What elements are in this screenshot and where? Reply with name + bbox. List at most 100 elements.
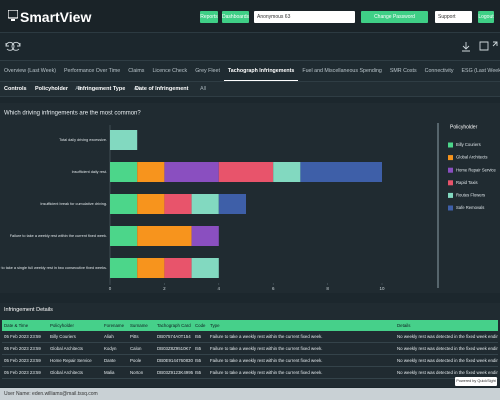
column-header: Details — [395, 320, 498, 331]
bar-segment — [164, 194, 192, 214]
logo: SmartView — [20, 9, 92, 25]
legend-label: Home Repair Service — [456, 167, 496, 172]
table-row: 05 Feb 2023 23:59 Global Architects Kodyn C… — [2, 342, 498, 355]
logo-icon — [8, 10, 18, 21]
dashboards-button[interactable]: Dashboards — [222, 11, 249, 23]
legend-swatch — [448, 167, 453, 173]
bar-segment — [110, 162, 138, 182]
category-label: Total daily driving excessive. — [59, 138, 107, 142]
controls-bar: Controls Policyholder All Infringement Typ… — [0, 82, 500, 97]
expand-icon[interactable] — [492, 41, 498, 47]
category-label: Failure to take a weekly rest within the… — [10, 234, 107, 238]
bar-segment — [191, 194, 219, 214]
tab[interactable]: Fuel and Miscellaneous Spending — [302, 68, 382, 74]
tab[interactable]: Performance Over Time — [64, 68, 121, 74]
x-tick-label: 2 — [163, 286, 166, 291]
bar-segment — [110, 130, 138, 150]
table-panel: Infringement Details Date & Time Policyho… — [0, 303, 500, 387]
table-cell: Global Architects — [48, 342, 102, 355]
bar-segment — [164, 162, 219, 182]
legend-label: Routes Flowers — [456, 193, 485, 198]
bar-segment — [218, 194, 246, 214]
category-label: Insufficient break for cumulative drivin… — [40, 202, 107, 206]
tab[interactable]: Connectivity — [424, 68, 454, 74]
legend-swatch — [448, 192, 453, 198]
bar-segment — [191, 226, 219, 246]
bar-segment — [137, 162, 165, 182]
bar-segment — [137, 194, 165, 214]
legend-label: Billy Couriers — [456, 142, 481, 147]
tab[interactable]: ESG (Last Week) — [461, 68, 500, 74]
table-cell: No weekly rest was detected in the fixed… — [395, 342, 498, 355]
table-cell: Poole — [128, 354, 155, 367]
redo-icon[interactable] — [11, 41, 21, 51]
chart-title: Which driving infringements are the most… — [4, 111, 141, 117]
table-cell: Pitts — [128, 331, 155, 343]
legend-label: Rapid Taxis — [456, 180, 478, 185]
x-tick-label: 10 — [379, 286, 385, 291]
bar-segment — [110, 194, 138, 214]
filter-value: All — [200, 86, 207, 92]
table-title: Infringement Details — [4, 307, 53, 313]
table-row: 05 Feb 2023 23:59 Home Repair Service Dant… — [2, 354, 498, 367]
legend-label: Global Architects — [456, 155, 487, 160]
footer: User Name: eden.williams@mail.tssq.com — [0, 388, 500, 400]
legend-swatch — [448, 142, 453, 148]
table-cell: 05 Feb 2023 23:59 — [2, 354, 48, 367]
logout-button[interactable]: Logout — [478, 11, 494, 23]
tab[interactable]: Tachograph Infringements — [223, 61, 299, 81]
table-cell: 05 Feb 2023 23:59 — [2, 342, 48, 355]
bar-segment — [191, 258, 219, 278]
bar-segment — [137, 226, 192, 246]
table-cell: Malia — [102, 366, 128, 379]
table-cell: Failure to take a weekly rest within the… — [208, 342, 395, 355]
share-icon[interactable] — [479, 41, 489, 51]
column-header: Code — [193, 320, 208, 331]
category-label: Insufficient daily rest. — [72, 170, 107, 174]
table-cell: No weekly rest was detected in the fixed… — [395, 331, 498, 343]
tab[interactable]: Claims — [128, 68, 145, 74]
download-icon[interactable] — [462, 42, 470, 52]
change-password-button[interactable]: Change Password — [361, 11, 428, 23]
table-cell: DB0E9144760830 — [155, 354, 193, 367]
filter-value: All — [133, 86, 140, 92]
reports-button[interactable]: Reports — [200, 11, 218, 23]
legend-swatch — [448, 155, 453, 161]
legend-swatch — [448, 205, 453, 211]
column-header: Surname — [128, 320, 155, 331]
chart: Which driving infringements are the most… — [0, 111, 496, 292]
bar-segment — [218, 162, 274, 182]
table-cell: I55 — [193, 331, 208, 343]
table-cell: No weekly rest was detected in the fixed… — [395, 354, 498, 367]
x-tick-label: 0 — [109, 286, 112, 291]
support-select[interactable]: Support — [435, 11, 472, 23]
tab[interactable]: Licence Check — [152, 68, 188, 74]
filter-name[interactable]: Infringement Type — [78, 86, 126, 92]
table-cell: Billy Couriers — [48, 331, 102, 343]
table-row: 05 Feb 2023 23:59 Billy Couriers Aliah Pitt… — [2, 331, 498, 343]
table-cell: No weekly rest was detected in the fixed… — [395, 366, 498, 379]
top-bar: SmartView Reports Dashboards Anonymous 6… — [0, 0, 500, 33]
tab[interactable]: Grey Fleet — [195, 68, 220, 74]
table-cell: Dante — [102, 354, 128, 367]
x-tick-label: 8 — [326, 286, 329, 291]
tab[interactable]: Overview (Last Week) — [4, 68, 57, 74]
x-tick-label: 6 — [272, 286, 275, 291]
table-cell: I55 — [193, 354, 208, 367]
bar-segment — [110, 226, 138, 246]
x-tick-label: 4 — [218, 286, 221, 291]
tab[interactable]: SMR Costs — [389, 68, 417, 74]
bar-segment — [137, 258, 165, 278]
table-cell: Aliah — [102, 331, 128, 343]
column-header: Date & Time — [2, 320, 48, 331]
column-header: Tachograph Card — [155, 320, 193, 331]
filter-name[interactable]: Date of Infringement — [135, 86, 189, 92]
undo-icon[interactable] — [5, 41, 15, 51]
bar-segment — [110, 258, 138, 278]
filter-name[interactable]: Policyholder — [35, 86, 69, 92]
table-cell: Failure to take a weekly rest within the… — [208, 366, 395, 379]
table-cell: Home Repair Service — [48, 354, 102, 367]
user-select[interactable]: Anonymous 63 — [254, 11, 355, 23]
table-cell: Calon — [128, 342, 155, 355]
